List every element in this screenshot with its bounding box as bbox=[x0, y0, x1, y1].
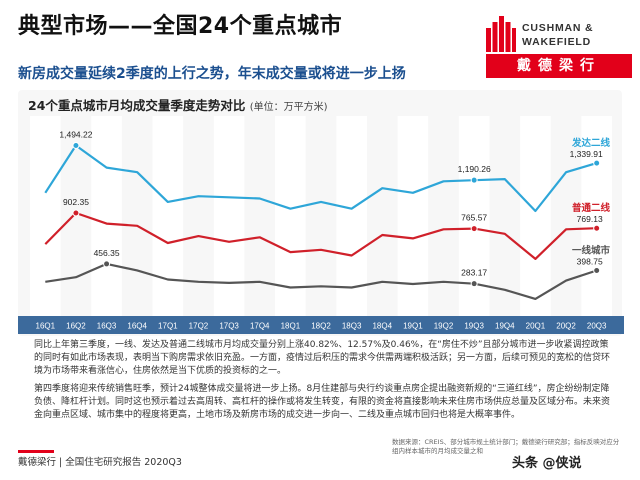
column-band bbox=[520, 116, 551, 316]
analysis-paragraph-2: 第四季度将迎来传统销售旺季，预计24城整体成交量将进一步上扬。8月住建部与央行约… bbox=[34, 384, 611, 420]
logo-text-line1: CUSHMAN & bbox=[522, 22, 594, 34]
data-label: 283.17 bbox=[461, 268, 487, 278]
data-point-marker bbox=[593, 266, 601, 274]
series-line bbox=[44, 211, 597, 260]
x-tick-label: 19Q3 bbox=[464, 322, 484, 331]
series-name-label: 发达二线 bbox=[571, 137, 611, 149]
column-band bbox=[213, 116, 245, 316]
data-label: 1,190.26 bbox=[458, 164, 491, 174]
x-tick-label: 17Q1 bbox=[158, 322, 178, 331]
x-tick-label: 20Q1 bbox=[526, 322, 546, 331]
x-tick-label: 16Q3 bbox=[97, 322, 117, 331]
logo-text-line2: WAKEFIELD bbox=[522, 36, 592, 48]
x-axis-band bbox=[18, 316, 624, 334]
data-label: 398.75 bbox=[577, 256, 603, 266]
data-point-marker bbox=[470, 176, 478, 184]
x-tick-label: 20Q3 bbox=[587, 322, 607, 331]
footer-accent-bar bbox=[18, 450, 54, 453]
company-logo: CUSHMAN & WAKEFIELD 戴德梁行 bbox=[486, 14, 632, 78]
data-label: 902.35 bbox=[63, 197, 89, 207]
x-tick-label: 17Q3 bbox=[219, 322, 239, 331]
line-chart: 16Q1 16Q2 16Q3 16Q4 17Q1 17Q2 17Q3 17Q4 18Q1 18Q2… bbox=[18, 116, 624, 334]
column-band bbox=[336, 116, 367, 316]
x-tick-label: 19Q2 bbox=[434, 322, 454, 331]
x-tick-label: 20Q2 bbox=[556, 322, 576, 331]
chart-title-text: 24个重点城市月均成交量季度走势对比 bbox=[28, 98, 246, 113]
column-band bbox=[275, 116, 306, 316]
x-tick-label: 16Q4 bbox=[127, 322, 147, 331]
column-band bbox=[152, 116, 184, 316]
data-label: 769.13 bbox=[577, 214, 603, 224]
x-tick-label: 19Q1 bbox=[403, 322, 423, 331]
x-tick-label: 18Q2 bbox=[311, 322, 331, 331]
x-tick-label: 16Q2 bbox=[66, 322, 86, 331]
data-label: 456.35 bbox=[94, 248, 120, 258]
data-point-marker bbox=[593, 159, 601, 167]
x-tick-label: 17Q2 bbox=[189, 322, 209, 331]
x-tick-label: 17Q4 bbox=[250, 322, 270, 331]
series-line bbox=[45, 262, 598, 300]
series-name-label: 普通二线 bbox=[572, 202, 611, 214]
data-point-marker bbox=[593, 224, 601, 232]
data-label: 1,339.91 bbox=[570, 149, 603, 159]
data-source-note: 数据来源：CREIS、部分城市规土统计部门；戴德梁行研究部；指标反映对应分组内样… bbox=[392, 438, 620, 455]
chart-unit: (单位：万平方米) bbox=[249, 102, 328, 113]
data-point-marker bbox=[103, 260, 111, 268]
x-tick-label: 19Q4 bbox=[495, 322, 515, 331]
data-point-marker bbox=[72, 209, 80, 217]
series-name-label: 一线城市 bbox=[572, 244, 611, 256]
column-band bbox=[91, 116, 122, 316]
page-title: 典型市场——全国24个重点城市 bbox=[18, 14, 343, 39]
column-band bbox=[30, 116, 61, 316]
x-tick-label: 16Q1 bbox=[36, 322, 56, 331]
column-band bbox=[397, 116, 429, 316]
x-tick-label: 18Q4 bbox=[372, 322, 392, 331]
page-subtitle: 新房成交量延续2季度的上行之势，年末成交量或将进一步上扬 bbox=[18, 66, 406, 82]
data-point-marker bbox=[470, 225, 478, 233]
data-label: 1,494.22 bbox=[59, 129, 92, 139]
data-point-marker bbox=[72, 141, 80, 149]
column-band bbox=[581, 116, 612, 316]
analysis-paragraph-1: 同比上年第三季度，一线、发达及普通二线城市月均成交量分别上涨40.82%、12.… bbox=[34, 340, 611, 376]
watermark: 头条 @侠说 bbox=[512, 456, 582, 471]
logo-band: 戴德梁行 bbox=[486, 54, 632, 78]
data-label: 765.57 bbox=[461, 213, 487, 223]
series-line bbox=[44, 144, 598, 213]
logo-mark-icon bbox=[486, 16, 516, 52]
x-tick-label: 18Q1 bbox=[281, 322, 301, 331]
chart-title: 24个重点城市月均成交量季度走势对比 (单位：万平方米) bbox=[28, 95, 328, 114]
x-tick-label: 18Q3 bbox=[342, 322, 362, 331]
data-point-marker bbox=[470, 280, 478, 288]
footer-text: 戴德梁行 | 全国住宅研究报告 2020Q3 bbox=[18, 457, 182, 468]
